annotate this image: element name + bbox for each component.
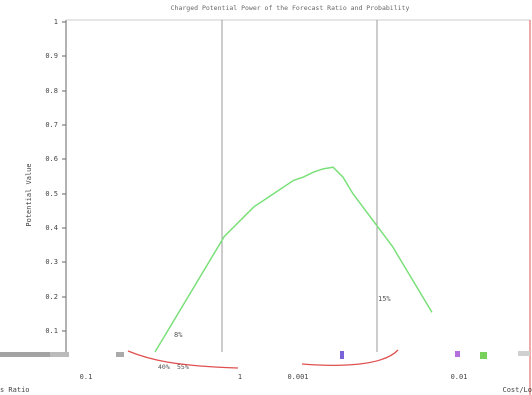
series-line bbox=[154, 166, 433, 353]
y-tick-label-0.1: 0.1 bbox=[45, 327, 58, 335]
lower-band-right bbox=[480, 352, 487, 359]
y-tick-label-0.2: 0.2 bbox=[45, 293, 58, 301]
annotation-15pct: 15% bbox=[378, 295, 391, 303]
annotation-40pct: 40% bbox=[158, 363, 170, 371]
y-tick-label-0.9: 0.9 bbox=[45, 52, 58, 60]
x-axis-label-right: Cost/Lo bbox=[502, 386, 532, 394]
x-axis-tick-labels: 0.1 1 0.001 0.01 bbox=[80, 373, 468, 381]
y-tick-label-0.4: 0.4 bbox=[45, 224, 58, 232]
lower-band-right-3 bbox=[518, 351, 530, 356]
x-tick-label-0.01: 0.01 bbox=[451, 373, 468, 381]
y-axis-label: Potential Value bbox=[25, 163, 33, 226]
y-tick-label-1: 1 bbox=[54, 18, 58, 26]
chart-title: Charged Potential Power of the Forecast … bbox=[171, 4, 410, 12]
y-tick-label-0.3: 0.3 bbox=[45, 258, 58, 266]
y-tick-label-0.8: 0.8 bbox=[45, 87, 58, 95]
x-axis-label-left: s Ratio bbox=[0, 386, 30, 394]
lower-band-left bbox=[0, 352, 69, 357]
red-curve-right bbox=[301, 349, 399, 366]
y-tick-label-0.7: 0.7 bbox=[45, 121, 58, 129]
lower-band-mid-2 bbox=[340, 351, 344, 359]
y-tick-label-0.5: 0.5 bbox=[45, 190, 58, 198]
x-tick-label-0.001: 0.001 bbox=[287, 373, 308, 381]
y-axis-ticks bbox=[62, 21, 66, 332]
annotation-55pct: 55% bbox=[177, 363, 189, 371]
x-tick-label-0.1: 0.1 bbox=[80, 373, 93, 381]
y-axis-tick-labels: 1 0.9 0.8 0.7 0.6 0.5 0.4 0.3 0.2 0.1 bbox=[45, 18, 58, 335]
annotation-8pct: 8% bbox=[174, 331, 183, 339]
lower-band-left-dark bbox=[0, 352, 50, 357]
y-tick-label-0.6: 0.6 bbox=[45, 155, 58, 163]
lower-band-right-2 bbox=[455, 351, 460, 357]
red-curve-left bbox=[127, 350, 239, 369]
x-tick-label-1: 1 bbox=[238, 373, 242, 381]
lower-band-mid bbox=[116, 352, 124, 357]
